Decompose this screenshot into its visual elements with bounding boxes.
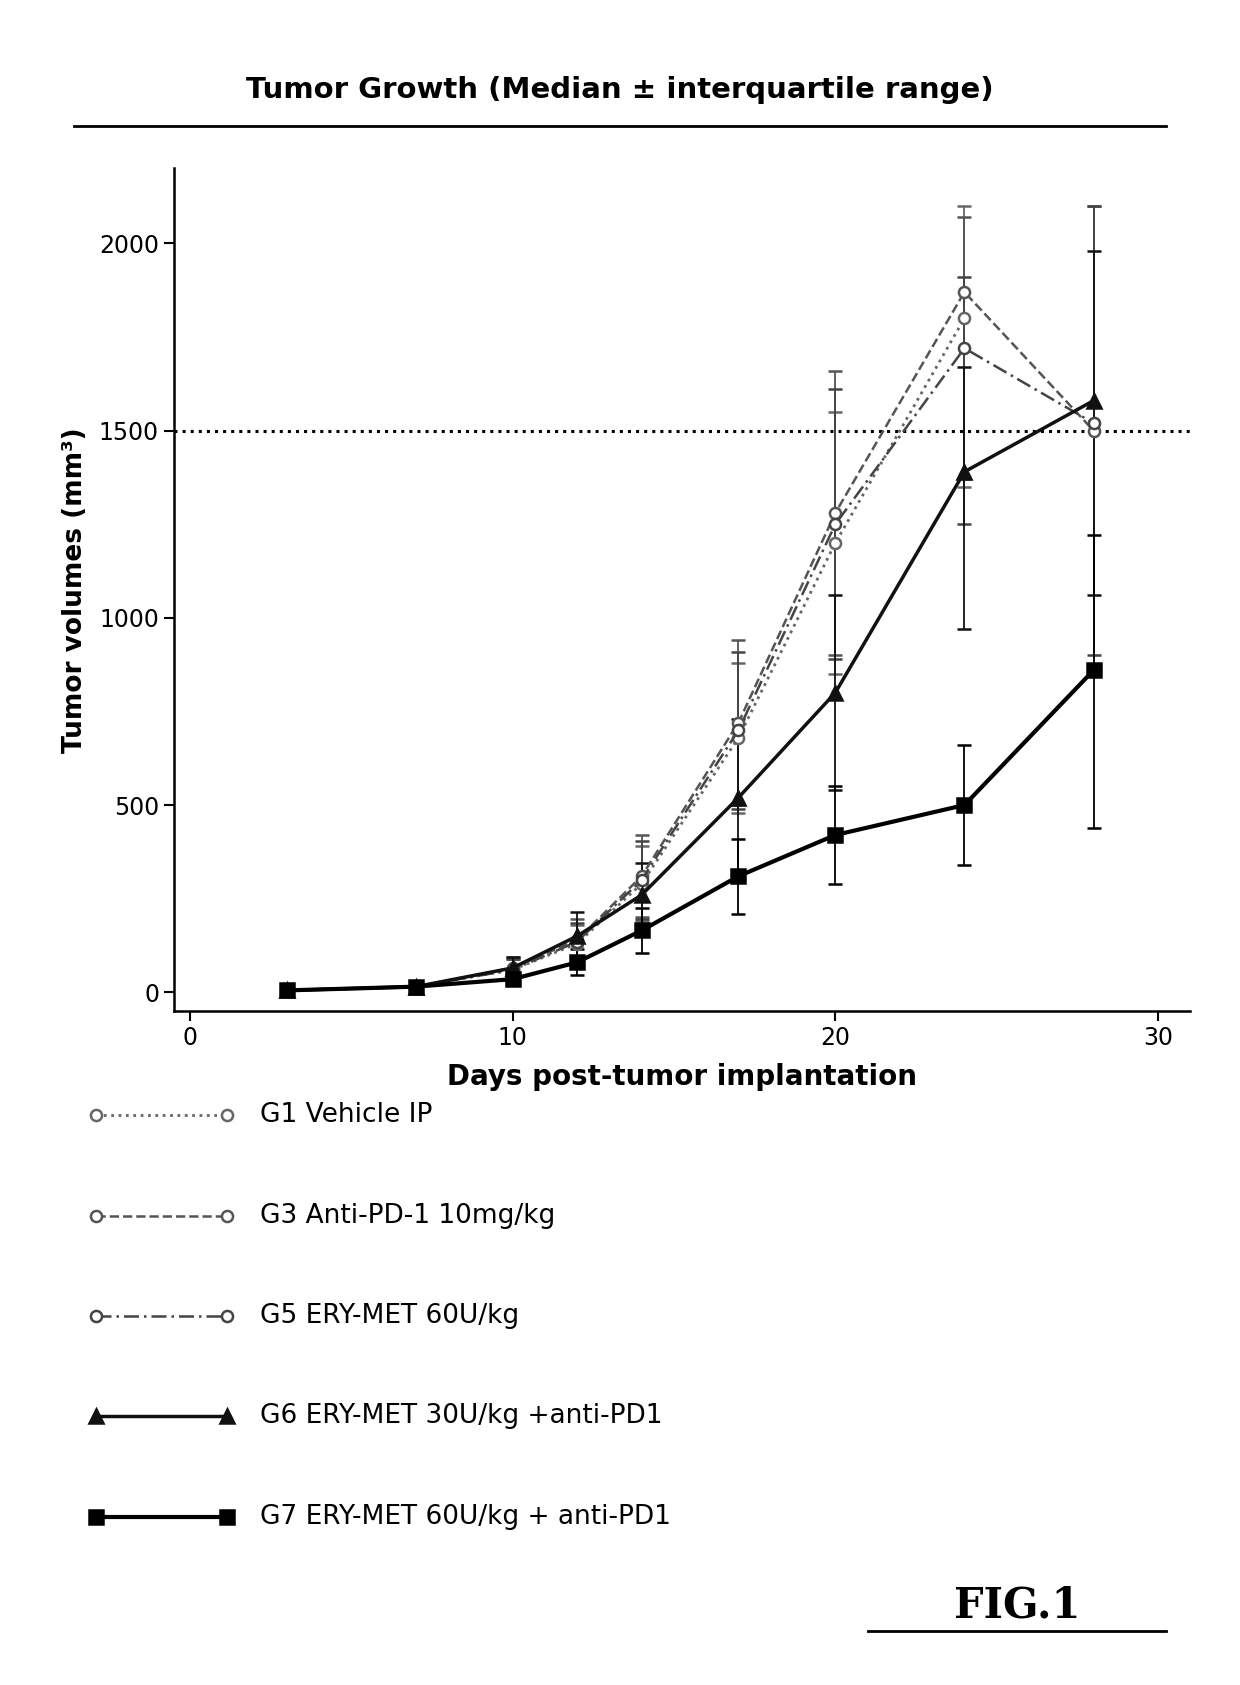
Text: FIG.1: FIG.1 (954, 1584, 1080, 1626)
Text: G5 ERY-MET 60U/kg: G5 ERY-MET 60U/kg (260, 1303, 520, 1329)
Text: G1 Vehicle IP: G1 Vehicle IP (260, 1102, 433, 1129)
Text: G6 ERY-MET 30U/kg +anti-PD1: G6 ERY-MET 30U/kg +anti-PD1 (260, 1404, 662, 1429)
Y-axis label: Tumor volumes (mm³): Tumor volumes (mm³) (62, 426, 88, 753)
Text: G7 ERY-MET 60U/kg + anti-PD1: G7 ERY-MET 60U/kg + anti-PD1 (260, 1503, 671, 1530)
Text: Tumor Growth (Median ± interquartile range): Tumor Growth (Median ± interquartile ran… (247, 76, 993, 104)
X-axis label: Days post-tumor implantation: Days post-tumor implantation (446, 1063, 918, 1092)
Text: G3 Anti-PD-1 10mg/kg: G3 Anti-PD-1 10mg/kg (260, 1203, 556, 1228)
